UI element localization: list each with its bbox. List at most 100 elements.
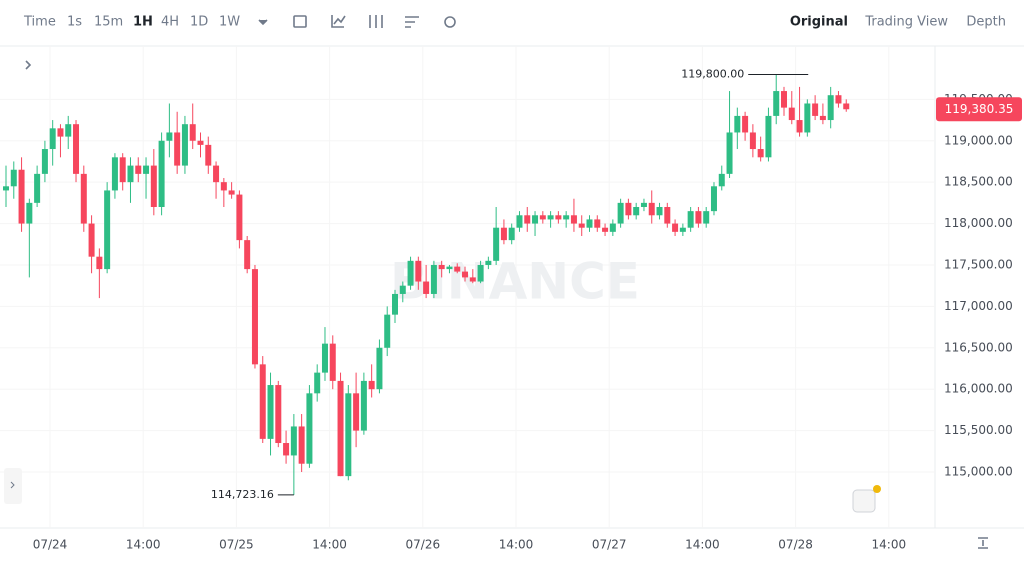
candle-body	[321, 343, 328, 373]
candle-body	[734, 115, 741, 133]
candle-body	[150, 165, 157, 207]
candle-body	[609, 223, 616, 232]
settings-icon[interactable]	[444, 16, 456, 28]
candle-body	[392, 293, 398, 315]
candle-body	[695, 211, 702, 224]
toolbar: Time 1s 15m 1H 4H 1D 1W Original Trading View Dep…	[23, 15, 1006, 30]
interval-tab[interactable]: 4H	[161, 15, 179, 30]
candle-body	[757, 149, 764, 158]
candle-body	[633, 207, 640, 216]
x-tick-label: 14:00	[685, 538, 720, 552]
x-tick-label: 07/27	[592, 538, 627, 552]
candle-body	[34, 173, 41, 203]
candle-body	[679, 227, 686, 232]
candle-body	[648, 202, 655, 216]
candle-body	[181, 124, 188, 166]
side-panel-icon	[10, 481, 15, 489]
candle-body	[726, 132, 733, 174]
interval-tab[interactable]: 1H	[133, 15, 153, 30]
candle-body	[407, 260, 414, 286]
candle-body	[656, 207, 663, 216]
candle-body	[174, 132, 181, 166]
candle-body	[329, 343, 336, 381]
expand-icon[interactable]	[25, 60, 32, 70]
candle-body	[345, 393, 352, 477]
candle-body	[485, 260, 492, 265]
candle-body	[376, 347, 383, 390]
candle-body	[158, 140, 165, 207]
y-tick-label: 116,000.00	[944, 382, 1013, 396]
candle-body	[672, 223, 679, 232]
interval-tab[interactable]: 1s	[67, 15, 82, 30]
interval-dropdown-icon[interactable]	[258, 19, 268, 26]
candle-body	[353, 393, 360, 431]
candle-body	[166, 132, 173, 141]
y-tick-label: 116,500.00	[944, 340, 1013, 354]
display-icon[interactable]	[405, 16, 419, 28]
view-tab[interactable]: Trading View	[864, 15, 948, 30]
candle-body	[251, 269, 258, 365]
candle-body	[399, 285, 406, 294]
plot: 115,000.00 115,500.00 116,000.00 116,500.00…	[0, 46, 1022, 552]
candle-body	[617, 202, 624, 224]
candle-type-icon[interactable]	[369, 15, 383, 28]
candle-body	[640, 202, 647, 207]
candle-body	[773, 91, 780, 116]
candle-body	[438, 264, 445, 270]
x-tick-label: 14:00	[872, 538, 907, 552]
candle-body	[189, 124, 196, 141]
candle-body	[703, 211, 710, 224]
news-badge	[873, 485, 881, 493]
candle-body	[244, 240, 251, 270]
candle-body	[508, 227, 515, 241]
watermark: BINANCE	[390, 253, 640, 311]
candle-body	[65, 124, 72, 137]
candle-body	[119, 157, 126, 183]
candle-body	[625, 202, 632, 216]
candle-body	[384, 314, 391, 348]
candle-body	[524, 215, 531, 224]
candle-body	[594, 219, 601, 228]
candle-body	[220, 182, 227, 191]
candle-body	[835, 95, 842, 104]
x-tick-label: 07/26	[406, 538, 441, 552]
news-button[interactable]	[852, 489, 876, 513]
candle-body	[236, 194, 243, 241]
axis-scale-icon[interactable]	[978, 537, 988, 549]
candle-body	[10, 169, 17, 187]
candle-body	[749, 132, 756, 150]
indicator-icon[interactable]	[331, 15, 346, 28]
candle-body	[586, 219, 593, 228]
candle-body	[290, 426, 297, 456]
candle-body	[228, 190, 235, 195]
calendar-icon[interactable]	[293, 15, 307, 28]
candle-body	[796, 120, 803, 133]
interval-tab[interactable]: Time	[23, 15, 56, 30]
candle-body	[827, 95, 834, 121]
candle-body	[415, 260, 422, 282]
candle-body	[718, 173, 725, 187]
candle-body	[275, 385, 282, 444]
candle-body	[430, 264, 437, 294]
interval-tab[interactable]: 1D	[190, 15, 208, 30]
view-tab[interactable]: Depth	[966, 15, 1006, 30]
candle-body	[804, 103, 811, 133]
interval-tab[interactable]: 1W	[219, 15, 240, 30]
candle-body	[111, 157, 118, 191]
view-tab[interactable]: Original	[790, 15, 848, 30]
candle-body	[26, 202, 33, 224]
candle-body	[454, 266, 461, 272]
candle-body	[80, 173, 87, 224]
interval-tab[interactable]: 15m	[94, 15, 123, 30]
candle-body	[41, 149, 48, 174]
candle-body	[547, 215, 554, 220]
candle-body	[267, 385, 274, 439]
candle-body	[205, 144, 212, 166]
candle-body	[96, 256, 103, 270]
x-tick-label: 14:00	[126, 538, 161, 552]
candle-body	[532, 215, 539, 224]
candle-body	[843, 103, 850, 110]
y-tick-label: 117,000.00	[944, 299, 1013, 313]
